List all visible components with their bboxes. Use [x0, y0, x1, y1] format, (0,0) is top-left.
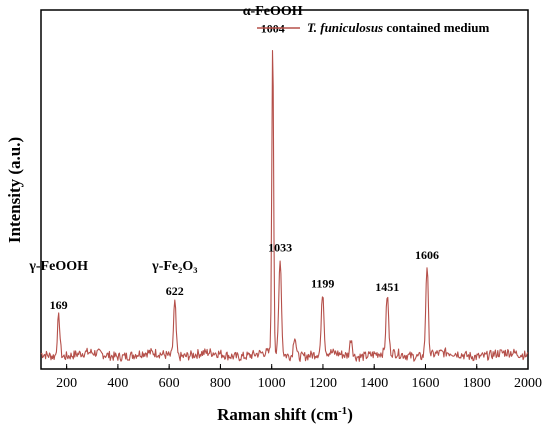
x-ticks: 200 400 600 800 1000 1200 1400 1600 1800 2000 [56, 364, 542, 391]
x-tick-label: 1000 [258, 376, 286, 391]
x-tick-label: 1200 [309, 376, 337, 391]
peak-label: 1033 [268, 241, 292, 255]
x-axis-title: Raman shift (cm-1) [217, 405, 353, 424]
spectrum-line [40, 50, 529, 362]
legend-label: T. funiculosus contained medium [307, 20, 489, 35]
phase-label: α-FeOOH [243, 4, 303, 19]
x-tick-label: 800 [210, 376, 231, 391]
x-tick-label: 1400 [360, 376, 388, 391]
peak-label: 622 [166, 284, 184, 298]
peak-label: 1451 [375, 280, 399, 294]
x-tick-label: 2000 [514, 376, 542, 391]
x-tick-label: 600 [159, 376, 180, 391]
x-tick-label: 400 [107, 376, 128, 391]
x-tick-label: 1800 [463, 376, 491, 391]
x-tick-label: 200 [56, 376, 77, 391]
phase-label: γ-Fe₂O₃ [151, 259, 197, 274]
phase-label: γ-FeOOH [28, 259, 88, 274]
x-tick-label: 1600 [411, 376, 439, 391]
peak-label: 1199 [311, 277, 334, 291]
legend: T. funiculosus contained medium [257, 20, 489, 35]
peak-label: 1606 [415, 248, 439, 262]
plot-frame [40, 9, 529, 370]
y-axis-title: Intensity (a.u.) [5, 137, 24, 243]
peak-label: 169 [50, 298, 68, 312]
